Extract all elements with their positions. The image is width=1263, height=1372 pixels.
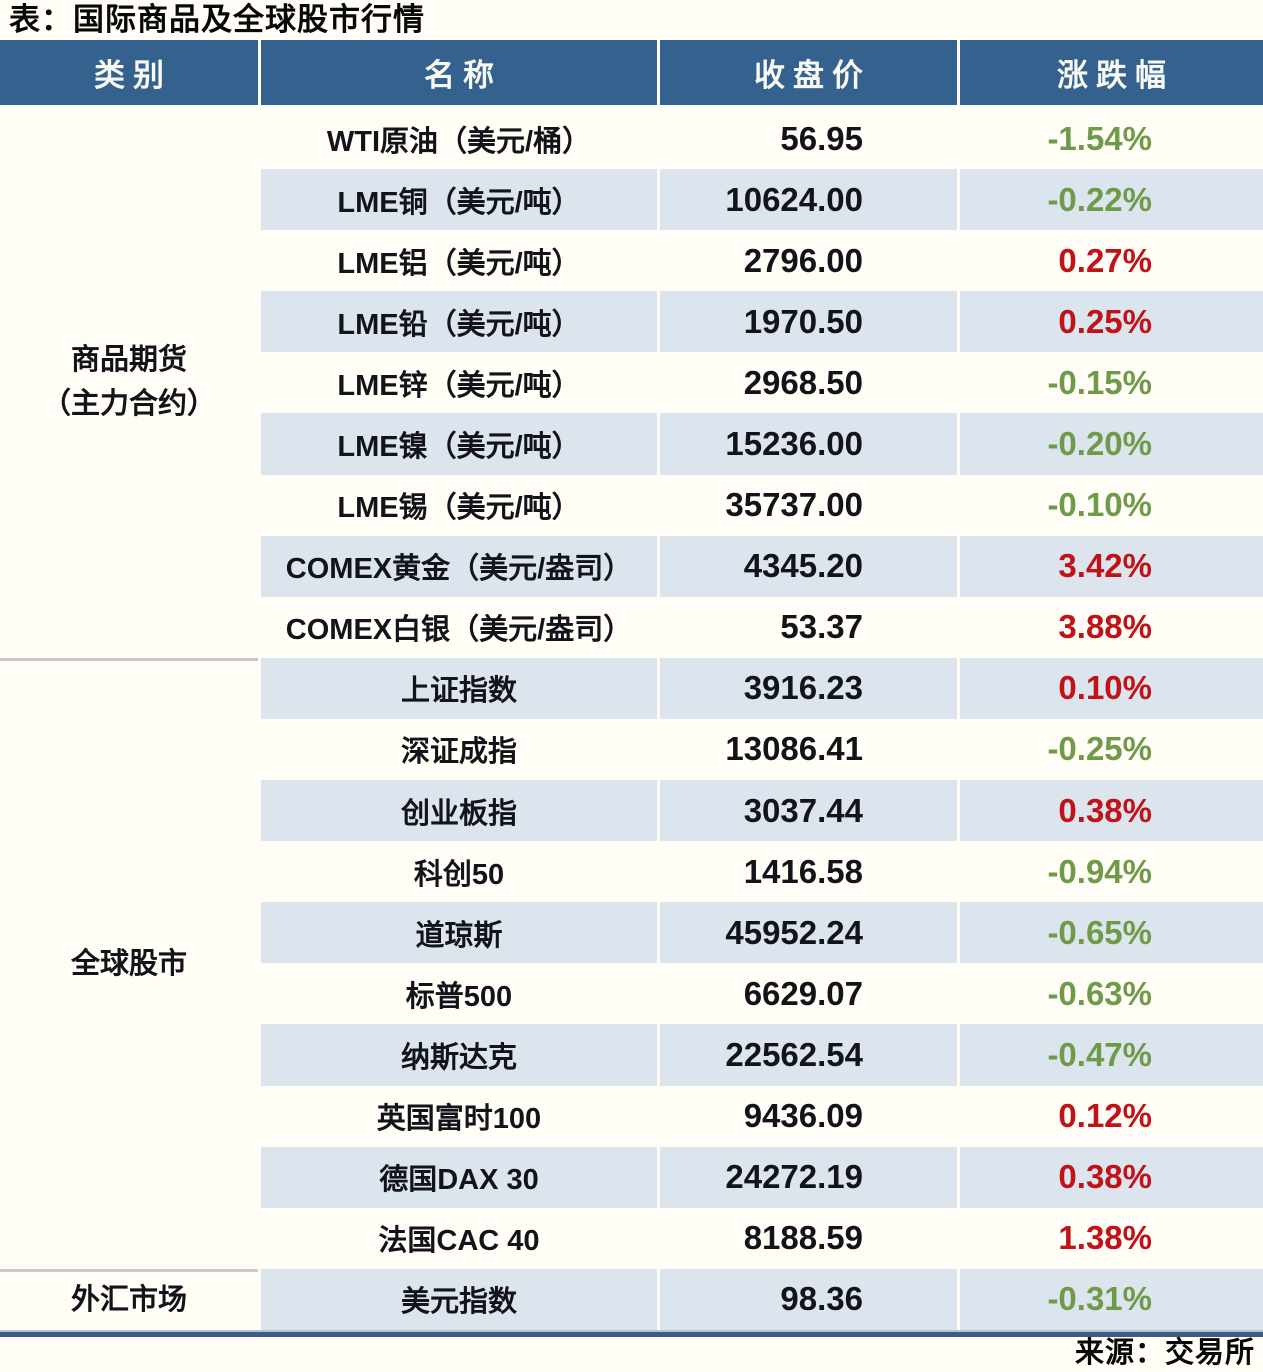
close-price-cell: 45952.24: [660, 902, 957, 964]
market-table: 类别 名称 收盘价 涨跌幅商品期货 （主力合约） WTI原油（美元/桶） 56.95 -1.5…: [0, 40, 1263, 1330]
close-price-cell: 1970.50: [660, 291, 957, 353]
close-price-cell: 1416.58: [743, 852, 863, 890]
column-header: 类别: [0, 40, 258, 108]
instrument-name-cell: LME铅（美元/吨）: [261, 291, 657, 353]
column-header: 名称: [261, 40, 657, 108]
close-price-cell: 3037.44: [660, 780, 957, 842]
instrument-name-cell: 纳斯达克: [261, 1024, 657, 1086]
change-percent-cell: -0.25%: [1047, 730, 1152, 768]
close-price-cell: 3916.23: [660, 657, 957, 719]
close-price-cell: 8188.59: [743, 1219, 863, 1257]
instrument-name-cell: 标普500: [405, 980, 513, 1013]
category-cell: 外汇市场: [0, 1268, 258, 1330]
instrument-name-cell: 德国DAX 30: [261, 1146, 657, 1208]
instrument-name-cell: COMEX黄金（美元/盎司）: [261, 535, 657, 597]
category-label: 外汇市场: [70, 1284, 187, 1317]
category-cell: 全球股市: [0, 657, 258, 1269]
close-price-cell: 24272.19: [660, 1146, 957, 1208]
change-percent-cell: 3.88%: [1058, 608, 1152, 646]
close-price-cell: 22562.54: [660, 1024, 957, 1086]
change-percent-cell: -0.31%: [960, 1268, 1263, 1330]
table-title: 表：国际商品及全球股市行情: [9, 2, 425, 37]
instrument-name-cell: 科创50: [413, 858, 505, 891]
instrument-name-cell: 道琼斯: [261, 902, 657, 964]
close-price-cell: 56.95: [780, 119, 863, 157]
change-percent-cell: 3.42%: [960, 535, 1263, 597]
change-percent-cell: -0.47%: [960, 1024, 1263, 1086]
instrument-name-cell: 深证成指: [400, 736, 517, 769]
category-label: （主力合约）: [41, 387, 216, 420]
category-label: 商品期货: [70, 344, 187, 377]
change-percent-cell: 0.12%: [1058, 1097, 1152, 1135]
change-percent-cell: 1.38%: [1058, 1219, 1152, 1257]
close-price-cell: 4345.20: [660, 535, 957, 597]
change-percent-cell: -0.94%: [1047, 852, 1152, 890]
change-percent-cell: -0.22%: [960, 169, 1263, 231]
table-bottom-border: [0, 1330, 1263, 1337]
instrument-name-cell: LME锡（美元/吨）: [337, 492, 581, 525]
source-caption: 来源：交易所: [1074, 1337, 1255, 1369]
close-price-cell: 35737.00: [725, 486, 863, 524]
change-percent-cell: 0.38%: [960, 780, 1263, 842]
change-percent-cell: 0.38%: [960, 1146, 1263, 1208]
instrument-name-cell: 上证指数: [261, 657, 657, 719]
instrument-name-cell: LME铜（美元/吨）: [261, 169, 657, 231]
change-percent-cell: -0.20%: [960, 413, 1263, 475]
instrument-name-cell: LME镍（美元/吨）: [261, 413, 657, 475]
instrument-name-cell: LME铝（美元/吨）: [337, 247, 581, 280]
change-percent-cell: -0.10%: [1047, 486, 1152, 524]
instrument-name-cell: 法国CAC 40: [378, 1225, 540, 1258]
instrument-name-cell: 创业板指: [261, 780, 657, 842]
column-header: 收盘价: [660, 40, 957, 108]
close-price-cell: 9436.09: [743, 1097, 863, 1135]
close-price-cell: 98.36: [660, 1268, 957, 1330]
close-price-cell: 2968.50: [743, 363, 863, 401]
close-price-cell: 13086.41: [725, 730, 863, 768]
change-percent-cell: -0.15%: [1047, 363, 1152, 401]
close-price-cell: 15236.00: [660, 413, 957, 475]
instrument-name-cell: LME锌（美元/吨）: [337, 369, 581, 402]
change-percent-cell: 0.27%: [1058, 241, 1152, 279]
change-percent-cell: -1.54%: [1047, 119, 1152, 157]
instrument-name-cell: 英国富时100: [376, 1103, 542, 1136]
change-percent-cell: 0.10%: [960, 657, 1263, 719]
instrument-name-cell: COMEX白银（美元/盎司）: [285, 614, 633, 647]
category-cell: 商品期货 （主力合约）: [0, 108, 258, 658]
change-percent-cell: -0.65%: [960, 902, 1263, 964]
close-price-cell: 6629.07: [743, 974, 863, 1012]
category-label: 全球股市: [70, 948, 187, 981]
close-price-cell: 53.37: [780, 608, 863, 646]
close-price-cell: 10624.00: [660, 169, 957, 231]
column-header: 涨跌幅: [960, 40, 1263, 108]
instrument-name-cell: 美元指数: [261, 1268, 657, 1330]
change-percent-cell: 0.25%: [960, 291, 1263, 353]
close-price-cell: 2796.00: [743, 241, 863, 279]
change-percent-cell: -0.63%: [1047, 974, 1152, 1012]
instrument-name-cell: WTI原油（美元/桶）: [326, 125, 592, 158]
